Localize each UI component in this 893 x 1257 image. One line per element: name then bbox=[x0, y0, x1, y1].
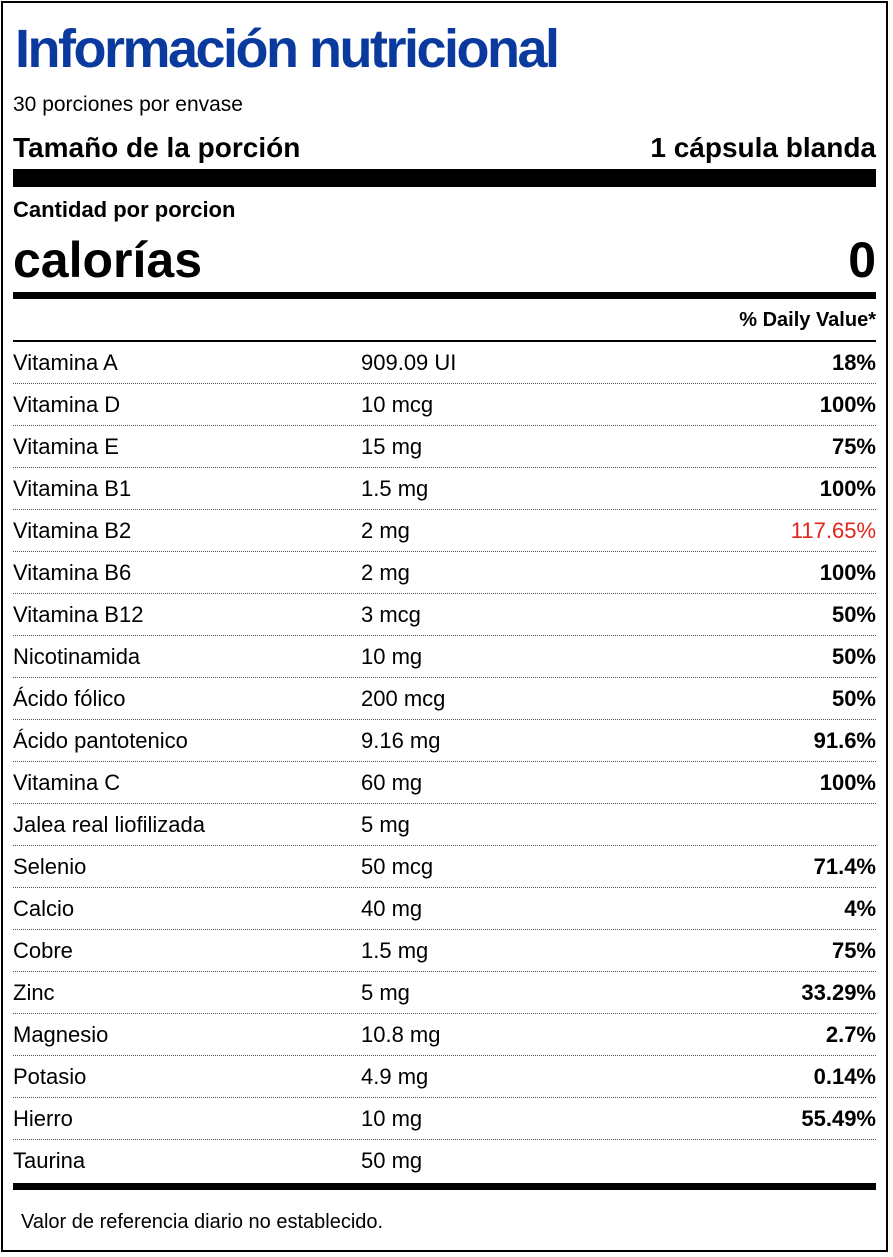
nutrient-amount: 1.5 mg bbox=[361, 938, 429, 963]
nutrient-name: Ácido fólico bbox=[13, 686, 126, 711]
nutrient-row: Vitamina A 909.09 UI 18% bbox=[13, 342, 876, 384]
nutrient-daily-value: 117.65% bbox=[790, 518, 876, 543]
nutrient-row: Jalea real liofilizada 5 mg bbox=[13, 804, 876, 846]
nutrient-amount: 909.09 UI bbox=[361, 350, 457, 375]
nutrient-daily-value: 33.29% bbox=[801, 980, 876, 1005]
nutrient-row: Vitamina C 60 mg 100% bbox=[13, 762, 876, 804]
serving-size-row: Tamaño de la porción 1 cápsula blanda bbox=[13, 131, 876, 165]
nutrient-amount: 5 mg bbox=[361, 812, 410, 837]
nutrient-daily-value: 50% bbox=[831, 602, 876, 627]
nutrient-daily-value: 50% bbox=[831, 686, 876, 711]
nutrient-row: Potasio 4.9 mg 0.14% bbox=[13, 1056, 876, 1098]
nutrient-daily-value: 55.49% bbox=[801, 1106, 876, 1131]
nutrient-name: Vitamina B1 bbox=[13, 476, 132, 501]
nutrient-row: Vitamina D 10 mcg 100% bbox=[13, 384, 876, 426]
nutrient-amount: 200 mcg bbox=[361, 686, 446, 711]
nutrient-name: Nicotinamida bbox=[13, 644, 141, 669]
nutrient-name: Vitamina A bbox=[13, 350, 118, 375]
nutrient-amount: 2 mg bbox=[361, 560, 410, 585]
nutrient-daily-value: 75% bbox=[831, 938, 876, 963]
nutrient-name: Potasio bbox=[13, 1064, 87, 1089]
label-title: Información nutricional bbox=[15, 19, 560, 79]
nutrient-name: Vitamina C bbox=[13, 770, 121, 795]
medium-divider bbox=[13, 292, 876, 299]
serving-size-label: Tamaño de la porción bbox=[13, 132, 301, 163]
nutrient-amount: 10.8 mg bbox=[361, 1022, 441, 1047]
nutrient-row: Cobre 1.5 mg 75% bbox=[13, 930, 876, 972]
nutrient-name: Vitamina B12 bbox=[13, 602, 144, 627]
nutrient-name: Ácido pantotenico bbox=[13, 728, 188, 753]
nutrient-amount: 50 mcg bbox=[361, 854, 434, 879]
nutrient-amount: 1.5 mg bbox=[361, 476, 429, 501]
nutrient-row: Vitamina B6 2 mg 100% bbox=[13, 552, 876, 594]
nutrient-row: Selenio 50 mcg 71.4% bbox=[13, 846, 876, 888]
nutrient-row: Vitamina E 15 mg 75% bbox=[13, 426, 876, 468]
nutrient-amount: 15 mg bbox=[361, 434, 423, 459]
calories-label: calorías bbox=[13, 232, 203, 288]
nutrient-name: Taurina bbox=[13, 1148, 86, 1173]
nutrient-name: Zinc bbox=[13, 980, 55, 1005]
bottom-divider bbox=[13, 1183, 876, 1190]
nutrient-row: Hierro 10 mg 55.49% bbox=[13, 1098, 876, 1140]
nutrient-amount: 2 mg bbox=[361, 518, 410, 543]
nutrient-daily-value: 100% bbox=[819, 476, 876, 501]
nutrient-amount: 50 mg bbox=[361, 1148, 423, 1173]
nutrient-daily-value: 4% bbox=[844, 896, 876, 921]
thick-divider bbox=[13, 169, 876, 187]
nutrient-daily-value: 50% bbox=[831, 644, 876, 669]
nutrient-row: Calcio 40 mg 4% bbox=[13, 888, 876, 930]
nutrient-name: Vitamina B6 bbox=[13, 560, 132, 585]
nutrient-row: Nicotinamida 10 mg 50% bbox=[13, 636, 876, 678]
calories-value: 0 bbox=[848, 232, 876, 288]
nutrient-row: Magnesio 10.8 mg 2.7% bbox=[13, 1014, 876, 1056]
serving-size-value: 1 cápsula blanda bbox=[650, 132, 876, 163]
nutrient-daily-value: 0.14% bbox=[813, 1064, 876, 1089]
nutrient-daily-value: 100% bbox=[819, 392, 876, 417]
nutrient-name: Vitamina E bbox=[13, 434, 119, 459]
nutrient-amount: 9.16 mg bbox=[361, 728, 441, 753]
daily-value-header: % Daily Value* bbox=[739, 309, 876, 331]
nutrient-name: Jalea real liofilizada bbox=[13, 812, 205, 837]
thin-divider bbox=[13, 340, 876, 342]
nutrient-amount: 3 mcg bbox=[361, 602, 421, 627]
nutrient-name: Vitamina B2 bbox=[13, 518, 132, 543]
nutrient-name: Hierro bbox=[13, 1106, 73, 1131]
nutrient-name: Magnesio bbox=[13, 1022, 109, 1047]
amount-per-serving-label: Cantidad por porcion bbox=[13, 197, 236, 222]
nutrient-row: Vitamina B12 3 mcg 50% bbox=[13, 594, 876, 636]
nutrient-amount: 4.9 mg bbox=[361, 1064, 429, 1089]
nutrient-name: Cobre bbox=[13, 938, 73, 963]
nutrient-amount: 10 mcg bbox=[361, 392, 434, 417]
nutrient-row: Vitamina B1 1.5 mg 100% bbox=[13, 468, 876, 510]
nutrient-table: Vitamina A 909.09 UI 18% Vitamina D 10 mcg 10… bbox=[13, 342, 876, 1182]
nutrient-daily-value: 71.4% bbox=[813, 854, 876, 879]
nutrient-row: Taurina 50 mg bbox=[13, 1140, 876, 1182]
nutrient-daily-value: 2.7% bbox=[825, 1022, 876, 1047]
nutrient-amount: 5 mg bbox=[361, 980, 410, 1005]
calories-row: calorías 0 bbox=[13, 229, 876, 291]
nutrient-daily-value: 100% bbox=[819, 560, 876, 585]
nutrient-amount: 10 mg bbox=[361, 644, 423, 669]
nutrient-row: Vitamina B2 2 mg 117.65% bbox=[13, 510, 876, 552]
nutrient-row: Ácido fólico 200 mcg 50% bbox=[13, 678, 876, 720]
nutrient-amount: 40 mg bbox=[361, 896, 423, 921]
nutrient-daily-value: 18% bbox=[831, 350, 876, 375]
footnote: Valor de referencia diario no establecid… bbox=[21, 1211, 384, 1233]
nutrient-name: Calcio bbox=[13, 896, 75, 921]
nutrient-name: Vitamina D bbox=[13, 392, 121, 417]
nutrient-row: Zinc 5 mg 33.29% bbox=[13, 972, 876, 1014]
nutrient-daily-value: 91.6% bbox=[813, 728, 876, 753]
nutrient-daily-value: 75% bbox=[831, 434, 876, 459]
nutrient-amount: 10 mg bbox=[361, 1106, 423, 1131]
nutrient-name: Selenio bbox=[13, 854, 87, 879]
nutrient-row: Ácido pantotenico 9.16 mg 91.6% bbox=[13, 720, 876, 762]
nutrient-daily-value: 100% bbox=[819, 770, 876, 795]
nutrient-amount: 60 mg bbox=[361, 770, 423, 795]
servings-per-container: 30 porciones por envase bbox=[13, 93, 243, 116]
